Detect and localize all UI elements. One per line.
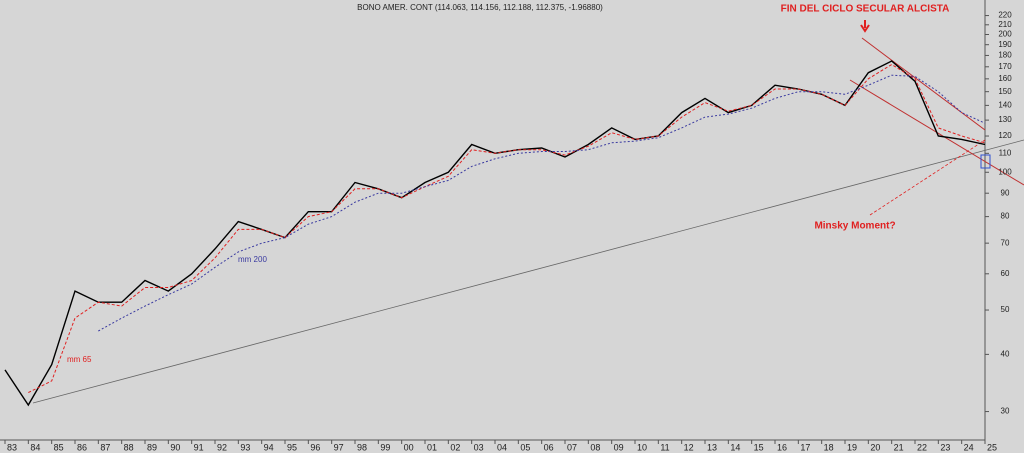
y-tick-label: 70: [1001, 238, 1010, 247]
x-tick-label: 95: [287, 442, 297, 452]
y-tick-label: 110: [999, 148, 1012, 157]
annotation: Minsky Moment?: [814, 221, 895, 232]
x-tick-label: 24: [964, 442, 974, 452]
marker-box: [980, 154, 991, 169]
x-tick-label: 23: [940, 442, 950, 452]
x-tick-label: 85: [54, 442, 64, 452]
arrow: [860, 20, 870, 33]
x-tick-label: 87: [100, 442, 110, 452]
y-tick-label: 40: [1001, 349, 1010, 358]
x-tick-label: 13: [707, 442, 717, 452]
x-tick-label: 07: [567, 442, 577, 452]
x-tick-label: 22: [917, 442, 927, 452]
x-tick-label: 02: [450, 442, 460, 452]
x-tick-label: 25: [987, 442, 997, 452]
y-tick-label: 140: [998, 100, 1012, 109]
x-tick-label: 98: [357, 442, 367, 452]
x-tick-label: 89: [147, 442, 157, 452]
x-tick-label: 11: [660, 442, 669, 452]
y-tick-label: 90: [1001, 188, 1010, 197]
x-tick-label: 06: [544, 442, 554, 452]
minsky-pointer: [869, 139, 986, 216]
y-tick-label: 100: [998, 167, 1012, 176]
x-tick-label: 83: [7, 442, 17, 452]
x-tick-label: 04: [497, 442, 507, 452]
x-tick-label: 90: [170, 442, 180, 452]
y-tick-label: 60: [1001, 269, 1010, 278]
x-tick-label: 20: [870, 442, 880, 452]
annotation: FIN DEL CICLO SECULAR ALCISTA: [781, 4, 950, 15]
chart-title: BONO AMER. CONT (114.063, 114.156, 112.1…: [357, 3, 603, 12]
support-line: [32, 139, 1024, 404]
y-tick-label: 160: [998, 74, 1012, 83]
series-label: mm 200: [238, 255, 267, 264]
x-tick-label: 15: [754, 442, 764, 452]
y-tick-label: 120: [998, 131, 1012, 140]
x-tick-label: 05: [520, 442, 530, 452]
x-tick-label: 09: [614, 442, 624, 452]
x-tick-label: 18: [824, 442, 834, 452]
channel-upper: [861, 37, 986, 131]
y-tick-label: 50: [1001, 305, 1010, 314]
x-tick-label: 94: [264, 442, 274, 452]
x-tick-label: 86: [77, 442, 87, 452]
x-tick-label: 99: [380, 442, 390, 452]
x-tick-label: 01: [427, 442, 437, 452]
x-tick-label: 08: [590, 442, 600, 452]
y-tick-label: 190: [998, 40, 1012, 49]
x-tick-label: 17: [800, 442, 810, 452]
x-tick-label: 21: [894, 442, 904, 452]
x-tick-label: 96: [310, 442, 320, 452]
y-tick-label: 170: [998, 62, 1012, 71]
y-tick-label: 210: [998, 20, 1012, 29]
y-tick-label: 220: [998, 11, 1012, 20]
x-tick-label: 93: [240, 442, 250, 452]
y-tick-label: 180: [998, 51, 1012, 60]
x-tick-label: 19: [847, 442, 857, 452]
x-tick-label: 91: [194, 442, 204, 452]
y-tick-label: 80: [1001, 212, 1010, 221]
x-tick-label: 10: [637, 442, 647, 452]
x-tick-label: 00: [404, 442, 414, 452]
y-tick-label: 30: [1001, 407, 1010, 416]
x-tick-label: 12: [684, 442, 694, 452]
y-tick-label: 150: [998, 87, 1012, 96]
x-tick-label: 92: [217, 442, 227, 452]
x-tick-label: 84: [30, 442, 40, 452]
y-tick-label: 130: [998, 115, 1012, 124]
series-label: mm 65: [67, 355, 92, 364]
x-tick-label: 03: [474, 442, 484, 452]
x-tick-label: 16: [777, 442, 787, 452]
x-tick-label: 88: [124, 442, 134, 452]
x-tick-label: 97: [334, 442, 344, 452]
series-line: [98, 74, 986, 332]
x-tick-label: 14: [730, 442, 740, 452]
y-tick-label: 200: [998, 30, 1012, 39]
